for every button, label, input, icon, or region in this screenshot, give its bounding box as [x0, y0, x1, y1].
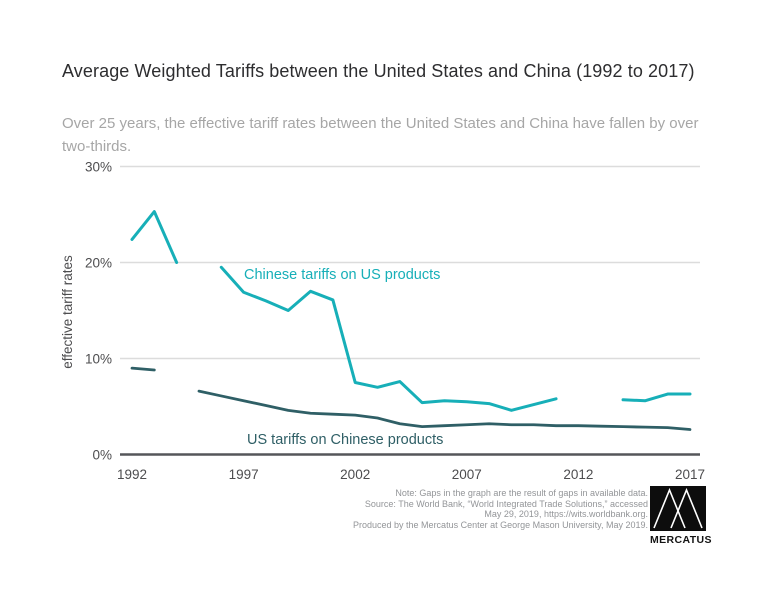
x-tick-label: 2007 — [452, 467, 482, 482]
note-line: Note: Gaps in the graph are the result o… — [395, 488, 648, 498]
note-line: Source: The World Bank, “World Integrate… — [364, 498, 648, 509]
series-line-chinese-tariffs — [130, 210, 179, 264]
mercatus-logo: MERCATUS — [650, 486, 712, 546]
page-subtitle: Over 25 years, the effective tariff rate… — [62, 115, 699, 155]
y-tick-label: 10% — [85, 351, 112, 366]
series-line-us-tariffs — [197, 389, 692, 431]
y-tick-label: 20% — [85, 255, 112, 270]
note-line: Produced by the Mercatus Center at Georg… — [353, 519, 648, 530]
note-text: Note: Gaps in the graph are the result o… — [228, 488, 648, 530]
series-line-chinese-tariffs — [621, 392, 692, 403]
mercatus-wordmark: MERCATUS — [650, 534, 712, 546]
series-line-chinese-tariffs — [219, 265, 558, 412]
x-tick-label: 1992 — [117, 467, 147, 482]
x-tick-label: 2017 — [675, 467, 705, 482]
y-tick-label: 0% — [92, 447, 112, 462]
x-tick-label: 2012 — [563, 467, 593, 482]
page-title: Average Weighted Tariffs between the Uni… — [62, 61, 695, 81]
mercatus-logo-icon — [650, 486, 706, 531]
series-label-us-tariffs: US tariffs on Chinese products — [247, 432, 444, 448]
y-axis-title: effective tariff rates — [60, 255, 75, 369]
x-tick-label: 2002 — [340, 467, 370, 482]
x-tick-label: 1997 — [229, 467, 259, 482]
note-line: May 29, 2019, https://wits.worldbank.org… — [484, 509, 648, 519]
series-line-us-tariffs — [130, 366, 156, 372]
series-label-chinese-tariffs: Chinese tariffs on US products — [244, 267, 441, 283]
y-tick-label: 30% — [85, 159, 112, 174]
